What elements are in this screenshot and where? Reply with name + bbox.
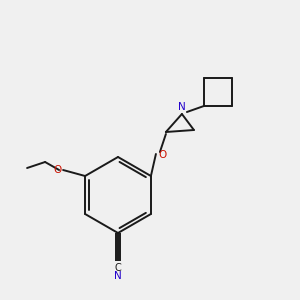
Text: C: C (115, 263, 122, 273)
Text: N: N (178, 102, 186, 112)
Text: O: O (54, 165, 62, 175)
Text: O: O (158, 150, 166, 160)
Text: N: N (114, 271, 122, 281)
